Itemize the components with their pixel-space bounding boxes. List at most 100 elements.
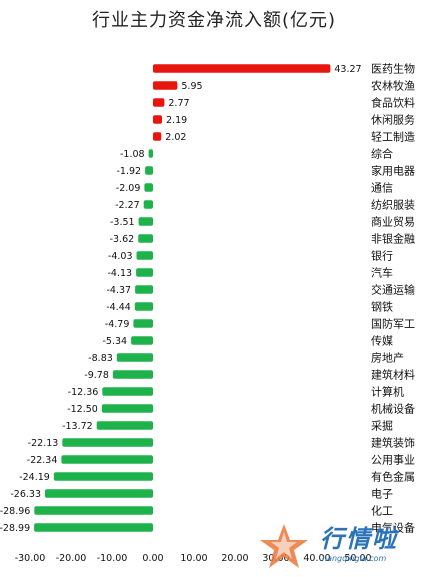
- category-label-23: 建筑装饰: [371, 436, 415, 450]
- category-label-20: 计算机: [371, 385, 404, 399]
- bar-5: [153, 132, 162, 141]
- bar-25: [53, 472, 153, 481]
- category-label-14: 交通运输: [371, 283, 415, 297]
- value-label-19: -9.78: [84, 370, 109, 381]
- value-label-9: -2.27: [115, 200, 140, 211]
- category-label-9: 纺织服装: [371, 198, 415, 212]
- value-label-26: -26.33: [10, 489, 41, 500]
- bar-15: [134, 302, 153, 311]
- value-labels-layer: 43.27 5.95 2.77 2.19 2.02 -1.08 -1.92 -2.09 -2.2…: [0, 64, 362, 534]
- value-label-1: 43.27: [334, 64, 361, 75]
- value-label-18: -8.83: [88, 353, 113, 364]
- x-tick-label-5: 10.00: [180, 553, 207, 564]
- value-label-21: -12.50: [67, 404, 98, 415]
- category-label-13: 汽车: [371, 266, 393, 280]
- bar-11: [138, 234, 153, 243]
- bar-27: [34, 506, 153, 515]
- bar-2: [153, 81, 178, 90]
- value-label-12: -4.03: [108, 251, 133, 262]
- bar-1: [153, 64, 331, 73]
- bar-13: [136, 268, 153, 277]
- value-label-8: -2.09: [116, 183, 141, 194]
- value-label-3: 2.77: [168, 98, 189, 109]
- value-label-27: -28.96: [0, 506, 30, 517]
- category-label-2: 农林牧渔: [371, 79, 415, 93]
- bar-14: [135, 285, 153, 294]
- category-label-10: 商业贸易: [371, 215, 415, 229]
- category-label-18: 房地产: [371, 351, 404, 365]
- category-label-24: 公用事业: [371, 454, 415, 467]
- value-label-10: -3.51: [110, 217, 135, 228]
- x-tick-label-4: 0.00: [142, 553, 163, 564]
- value-label-28: -28.99: [0, 523, 30, 534]
- bar-12: [136, 251, 153, 260]
- category-label-21: 机械设备: [371, 402, 415, 416]
- category-labels-layer: 医药生物农林牧渔食品饮料休闲服务轻工制造综合家用电器通信纺织服装商业贸易非银金融…: [371, 62, 415, 535]
- value-label-16: -4.79: [105, 319, 130, 330]
- x-tick-label-1: -30.00: [15, 553, 46, 564]
- bar-18: [116, 353, 153, 362]
- category-label-26: 电子: [371, 488, 393, 501]
- bar-16: [133, 319, 153, 328]
- bars-layer: [34, 64, 331, 532]
- value-label-13: -4.13: [108, 268, 133, 279]
- value-label-22: -13.72: [62, 421, 93, 432]
- category-label-22: 采掘: [371, 419, 393, 433]
- x-tick-label-2: -20.00: [56, 553, 87, 564]
- x-tick-label-9: 50.00: [344, 553, 371, 564]
- value-label-24: -22.34: [27, 455, 58, 466]
- category-label-3: 食品饮料: [371, 96, 415, 110]
- bar-10: [138, 217, 153, 226]
- category-label-8: 通信: [371, 182, 393, 195]
- bar-23: [62, 438, 153, 447]
- chart-title: 行业主力资金净流入额(亿元): [91, 10, 337, 31]
- bar-8: [144, 183, 153, 192]
- value-label-14: -4.37: [107, 285, 132, 296]
- bar-6: [148, 149, 153, 158]
- category-label-28: 电气设备: [371, 521, 415, 535]
- category-label-16: 国防军工: [371, 317, 415, 331]
- category-label-12: 银行: [371, 249, 393, 263]
- value-label-25: -24.19: [19, 472, 50, 483]
- value-label-23: -22.13: [28, 438, 59, 449]
- bar-7: [145, 166, 153, 175]
- bar-26: [45, 489, 153, 498]
- bar-4: [153, 115, 162, 124]
- category-label-1: 医药生物: [371, 62, 415, 76]
- value-label-20: -12.36: [68, 387, 99, 398]
- category-label-7: 家用电器: [371, 164, 415, 178]
- bar-20: [102, 387, 153, 396]
- star-logo-icon: [260, 524, 308, 568]
- value-label-7: -1.92: [117, 166, 142, 177]
- value-label-4: 2.19: [166, 115, 187, 126]
- bar-28: [34, 523, 153, 532]
- value-label-2: 5.95: [181, 81, 202, 92]
- bar-17: [131, 336, 153, 345]
- category-label-25: 有色金属: [371, 470, 415, 484]
- bar-3: [153, 98, 165, 107]
- x-tick-label-3: -10.00: [97, 553, 128, 564]
- x-tick-label-8: 40.00: [303, 553, 330, 564]
- x-tick-label-6: 20.00: [221, 553, 248, 564]
- bar-21: [101, 404, 154, 413]
- bar-9: [143, 200, 153, 209]
- value-label-6: -1.08: [120, 149, 145, 160]
- category-label-27: 化工: [371, 504, 393, 518]
- category-label-19: 建筑材料: [371, 368, 415, 382]
- value-label-5: 2.02: [165, 132, 186, 143]
- category-label-5: 轻工制造: [371, 130, 415, 144]
- bar-19: [112, 370, 153, 379]
- value-label-17: -5.34: [103, 336, 128, 347]
- category-label-6: 综合: [371, 147, 393, 161]
- watermark-url: hangqingla.com: [322, 554, 387, 563]
- category-label-11: 非银金融: [371, 232, 415, 246]
- category-label-15: 钢铁: [371, 301, 393, 314]
- bar-24: [61, 455, 153, 464]
- watermark-brand: 行情啦: [320, 525, 398, 553]
- bar-22: [96, 421, 153, 430]
- value-label-11: -3.62: [110, 234, 135, 245]
- category-label-4: 休闲服务: [371, 113, 415, 127]
- value-label-15: -4.44: [106, 302, 131, 313]
- category-label-17: 传媒: [371, 335, 393, 348]
